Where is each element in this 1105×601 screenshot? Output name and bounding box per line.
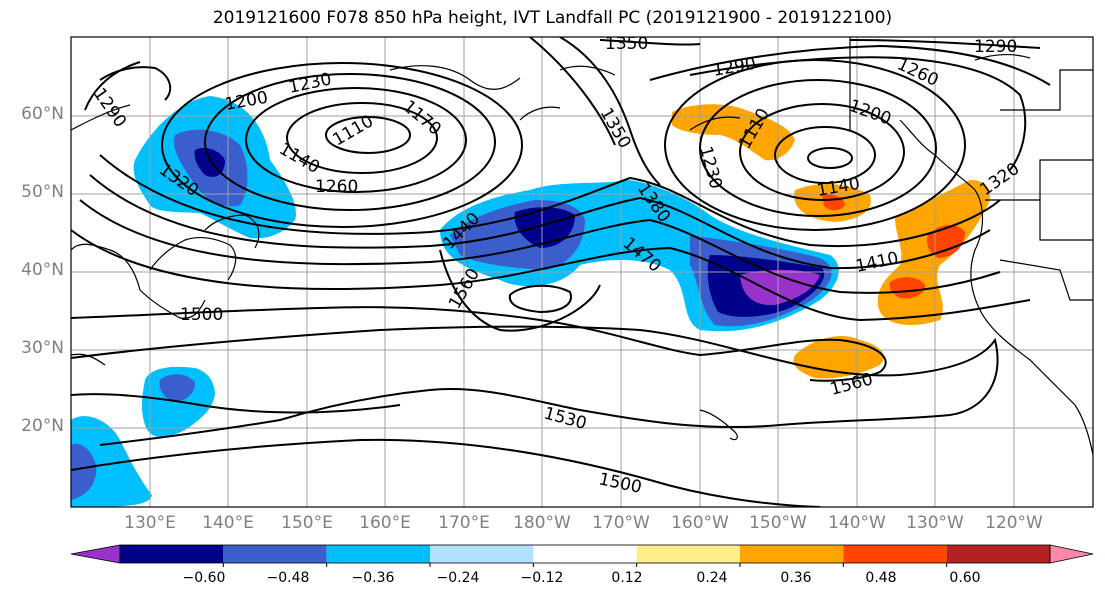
colorbar-swatch (120, 545, 224, 563)
contour-label: 1260 (315, 177, 358, 197)
lon-label-160e: 160°E (359, 513, 411, 533)
colorbar-tick: −0.12 (520, 570, 564, 586)
lon-label-160w: 160°W (671, 513, 729, 533)
colorbar-tick: −0.48 (266, 570, 310, 586)
lat-label-20n: 20°N (21, 416, 64, 436)
lon-label-130w: 130°W (906, 513, 964, 533)
colorbar-swatch (843, 545, 947, 563)
colorbar (70, 544, 1094, 567)
colorbar-swatch (430, 545, 534, 563)
colorbar-tick: 0.48 (865, 570, 897, 586)
colorbar-swatch (533, 545, 637, 563)
lon-label-170e: 170°E (438, 513, 490, 533)
lon-label-140e: 140°E (202, 513, 254, 533)
lon-label-130e: 130°E (124, 513, 176, 533)
colorbar-swatch (636, 545, 740, 563)
colorbar-border (119, 544, 1051, 564)
lon-label-120w: 120°W (985, 513, 1043, 533)
lon-label-150w: 150°W (749, 513, 807, 533)
contour-label: 1500 (180, 305, 223, 325)
lat-label-50n: 50°N (21, 182, 64, 202)
colorbar-extend-high (1049, 544, 1094, 564)
lat-label-60n: 60°N (21, 104, 64, 124)
contour-label: 1290 (974, 37, 1017, 57)
colorbar-tick: 0.24 (696, 570, 728, 586)
colorbar-tick: 0.12 (611, 570, 643, 586)
colorbar-tick: −0.60 (182, 570, 226, 586)
colorbar-swatch (740, 545, 844, 563)
colorbar-tick: 0.60 (949, 570, 981, 586)
colorbar-swatch (326, 545, 430, 563)
lon-label-140w: 140°W (828, 513, 886, 533)
colorbar-extend-low (70, 544, 121, 564)
lat-label-30n: 30°N (21, 338, 64, 358)
colorbar-tick: −0.36 (351, 570, 395, 586)
height-contours (71, 37, 1051, 507)
figure-title: 2019121600 F078 850 hPa height, IVT Land… (212, 8, 893, 28)
lon-label-150e: 150°E (281, 513, 333, 533)
lon-label-170w: 170°W (592, 513, 650, 533)
lon-label-180w: 180°W (513, 513, 571, 533)
colorbar-swatch (223, 545, 327, 563)
colorbar-swatch (946, 545, 1050, 563)
contour-label: 1350 (605, 34, 648, 54)
map-frame (70, 36, 1094, 508)
colorbar-tick: −0.24 (436, 570, 480, 586)
colorbar-tick: 0.36 (780, 570, 812, 586)
lat-label-40n: 40°N (21, 260, 64, 280)
